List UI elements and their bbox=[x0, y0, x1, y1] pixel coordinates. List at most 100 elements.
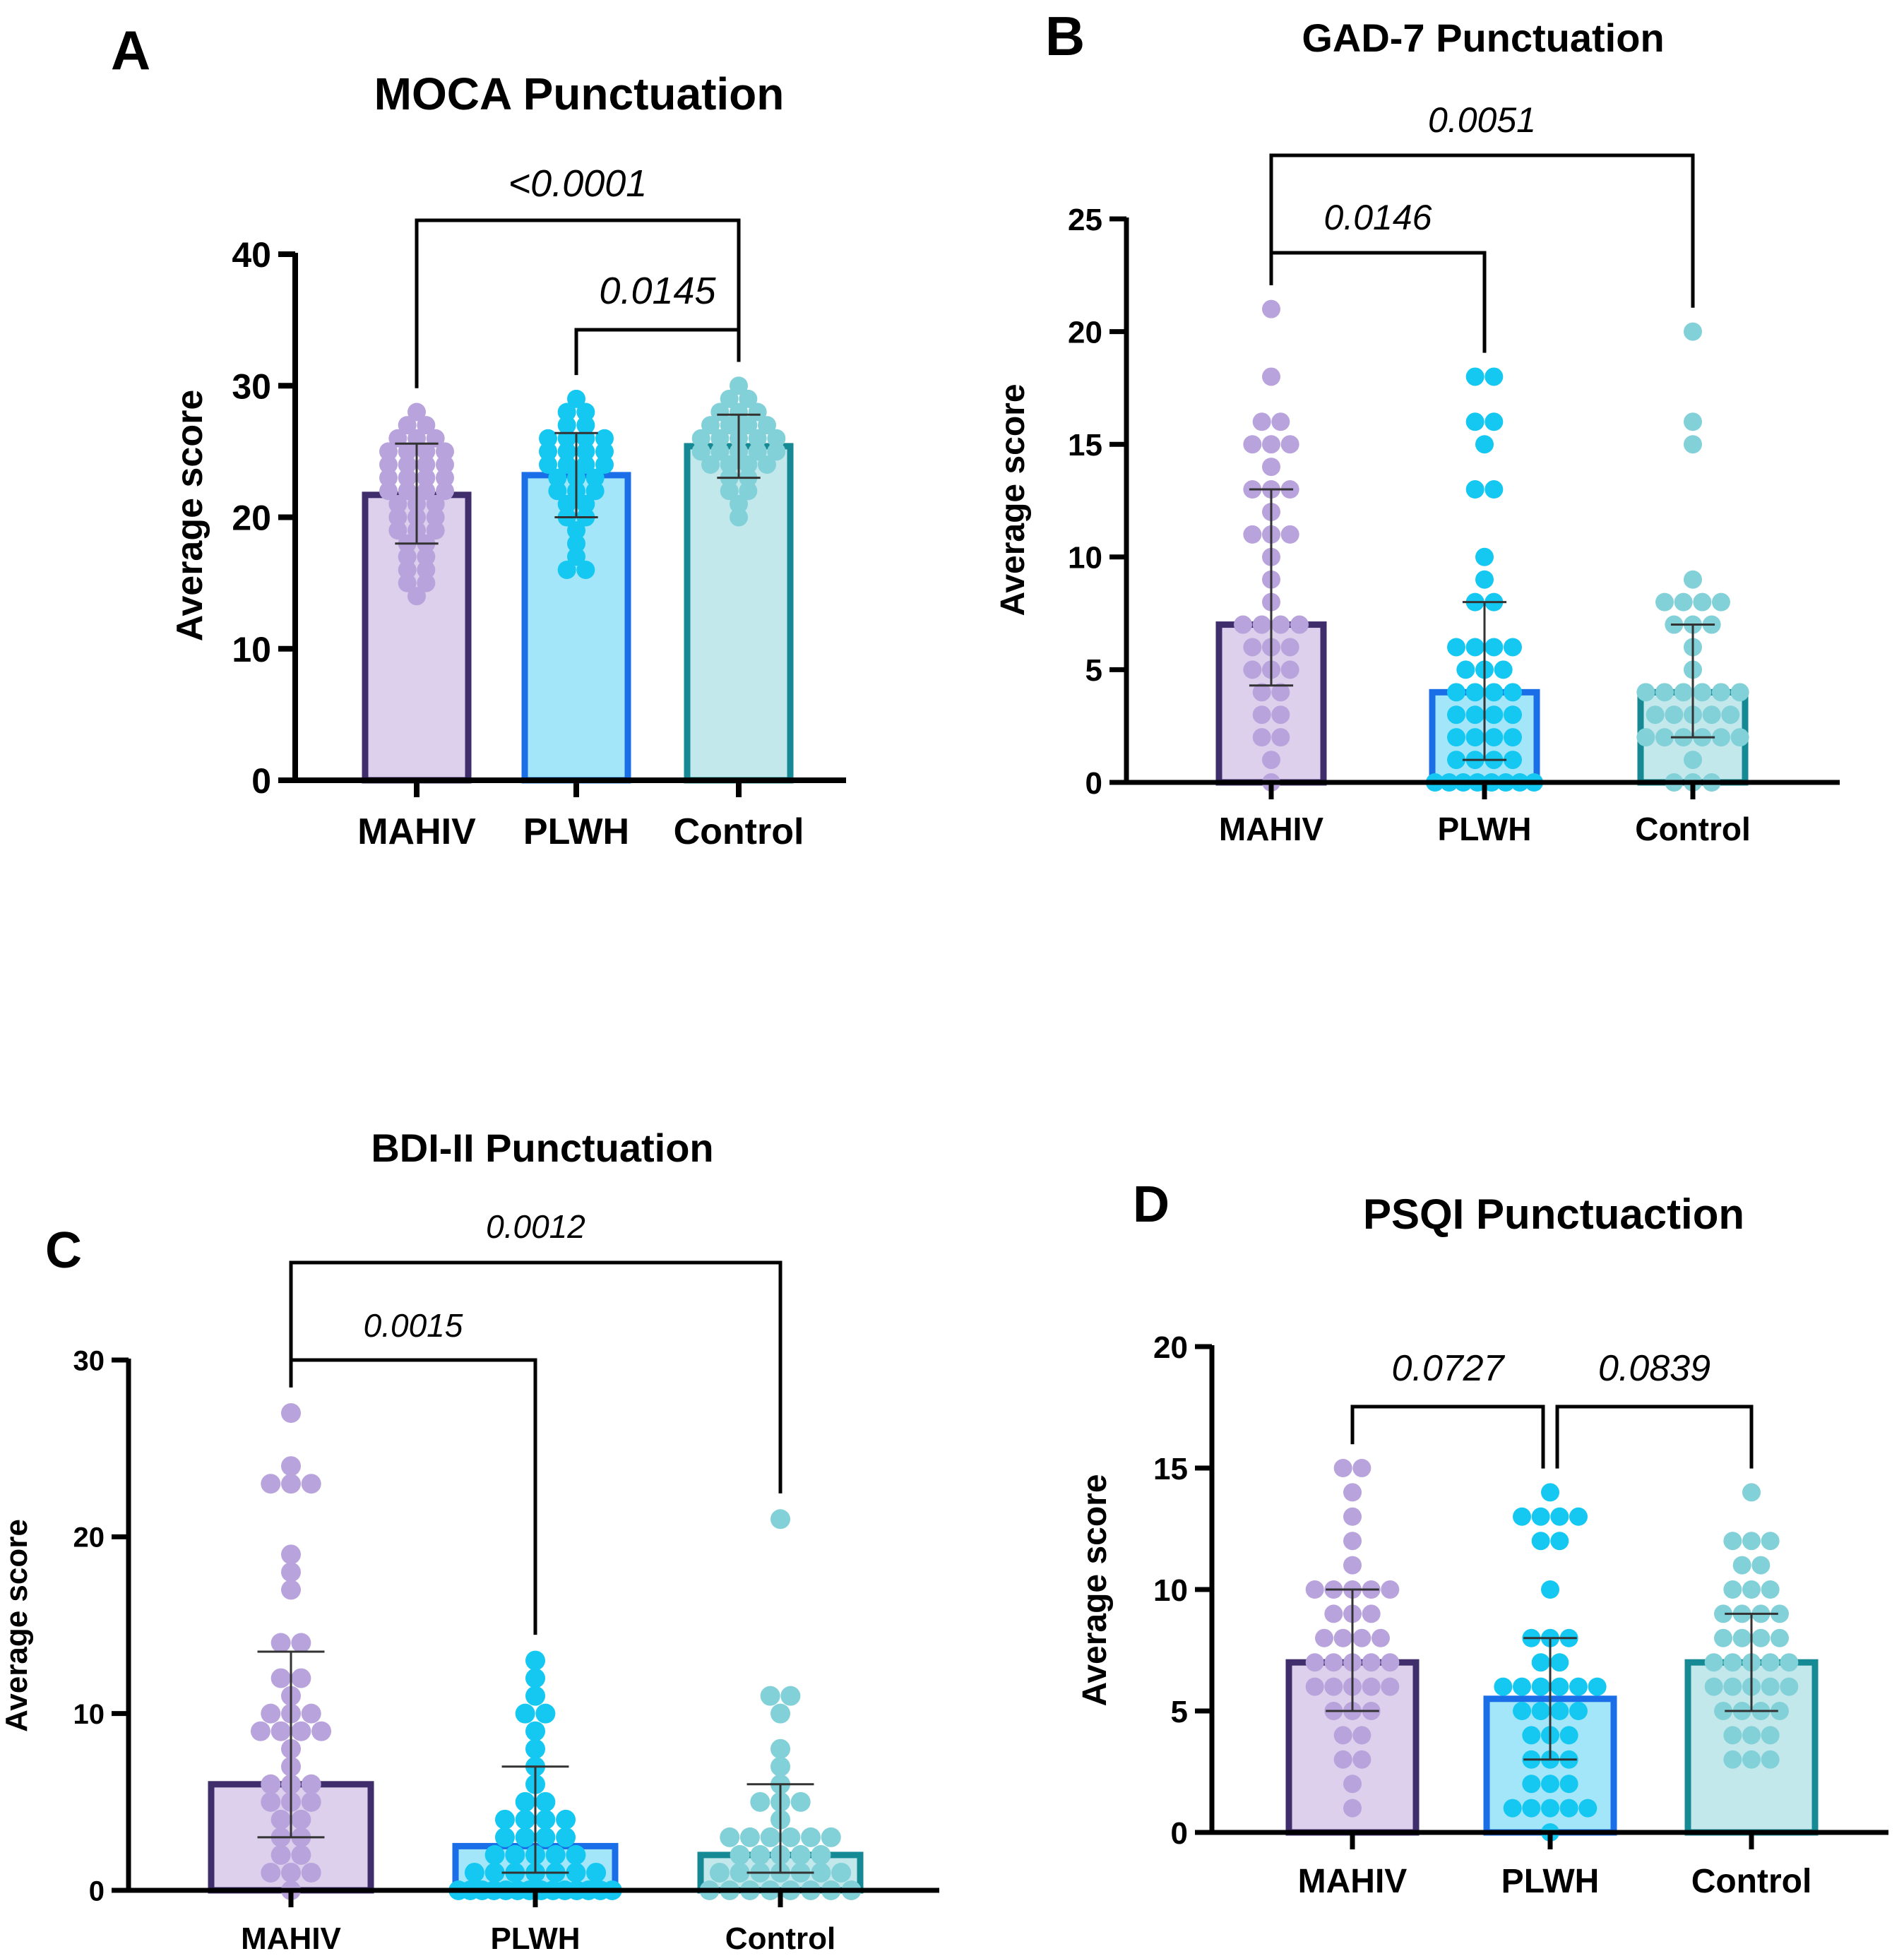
data-point-control bbox=[1761, 1532, 1780, 1551]
data-point-plwh bbox=[566, 1862, 586, 1883]
data-point-mahiv bbox=[417, 455, 436, 474]
data-point-mahiv bbox=[261, 1703, 281, 1724]
data-point-control bbox=[1711, 728, 1730, 747]
data-point-control bbox=[1646, 705, 1665, 724]
data-point-mahiv bbox=[398, 573, 417, 592]
data-point-mahiv bbox=[1371, 1628, 1390, 1647]
data-point-control bbox=[1684, 751, 1702, 770]
data-point-control bbox=[790, 1844, 811, 1865]
data-point-control bbox=[1742, 1750, 1761, 1769]
data-point-mahiv bbox=[417, 547, 436, 566]
data-point-plwh bbox=[576, 494, 595, 513]
data-point-mahiv bbox=[379, 455, 398, 474]
data-point-control bbox=[1665, 705, 1684, 724]
data-point-plwh bbox=[1465, 412, 1484, 431]
data-point-control bbox=[730, 1862, 750, 1883]
data-point-plwh bbox=[1550, 1653, 1569, 1672]
data-point-plwh bbox=[1550, 1702, 1569, 1720]
data-point-mahiv bbox=[250, 1721, 270, 1741]
data-point-control bbox=[1723, 1750, 1742, 1769]
data-point-mahiv bbox=[407, 402, 426, 422]
y-axis-label: Average score bbox=[0, 1519, 34, 1732]
data-point-plwh bbox=[1447, 638, 1466, 657]
data-point-plwh bbox=[1522, 1775, 1541, 1794]
data-point-plwh bbox=[1559, 1775, 1578, 1794]
data-point-control bbox=[1780, 1677, 1799, 1696]
data-point-mahiv bbox=[398, 482, 417, 501]
y-tick-label: 0 bbox=[251, 761, 271, 801]
data-point-plwh bbox=[556, 1827, 576, 1847]
data-point-control bbox=[1723, 1580, 1742, 1599]
data-point-mahiv bbox=[398, 561, 417, 579]
data-point-control bbox=[709, 1862, 730, 1883]
data-point-mahiv bbox=[379, 468, 398, 487]
data-point-plwh bbox=[1503, 728, 1522, 747]
data-point-plwh bbox=[567, 534, 585, 553]
data-point-control bbox=[770, 1739, 790, 1759]
data-point-control bbox=[750, 1791, 770, 1812]
data-point-plwh bbox=[494, 1827, 515, 1847]
data-point-mahiv bbox=[1381, 1677, 1400, 1696]
data-point-plwh bbox=[567, 547, 585, 566]
data-point-control bbox=[1721, 705, 1740, 724]
data-point-plwh bbox=[1531, 1532, 1550, 1551]
data-point-plwh bbox=[1465, 728, 1484, 747]
data-point-plwh bbox=[535, 1827, 556, 1847]
data-point-mahiv bbox=[1362, 1604, 1381, 1623]
data-point-mahiv bbox=[1343, 1775, 1362, 1794]
data-point-control bbox=[780, 1827, 801, 1847]
x-category-label-mahiv: MAHIV bbox=[241, 1921, 341, 1956]
data-point-control bbox=[1730, 728, 1749, 747]
p-value-label: <0.0001 bbox=[508, 162, 648, 205]
data-point-plwh bbox=[515, 1827, 535, 1847]
data-point-plwh bbox=[557, 416, 576, 435]
y-tick-label: 10 bbox=[1068, 541, 1102, 576]
data-point-plwh bbox=[557, 494, 576, 513]
data-point-control bbox=[1761, 1653, 1780, 1672]
y-tick-label: 15 bbox=[1068, 428, 1102, 463]
panel-letter-d: D bbox=[1133, 1176, 1170, 1233]
data-point-plwh bbox=[1484, 412, 1504, 431]
data-point-mahiv bbox=[1262, 435, 1280, 454]
y-tick-label: 30 bbox=[232, 366, 271, 406]
data-point-plwh bbox=[545, 1844, 566, 1865]
data-point-control bbox=[757, 416, 776, 435]
chart-title: BDI-II Punctuation bbox=[371, 1126, 713, 1170]
data-point-plwh bbox=[1541, 1580, 1559, 1599]
data-point-plwh bbox=[1569, 1702, 1588, 1720]
data-point-plwh bbox=[1484, 480, 1504, 499]
data-point-control bbox=[760, 1686, 780, 1706]
data-point-mahiv bbox=[1352, 1628, 1372, 1647]
x-category-label-control: Control bbox=[725, 1921, 835, 1956]
y-tick-label: 20 bbox=[232, 499, 271, 538]
data-point-mahiv bbox=[261, 1791, 281, 1812]
x-category-label-plwh: PLWH bbox=[1438, 811, 1532, 847]
data-point-mahiv bbox=[301, 1862, 321, 1883]
data-point-plwh bbox=[1559, 1799, 1578, 1818]
data-point-mahiv bbox=[426, 508, 445, 527]
bar-plwh bbox=[521, 472, 631, 784]
data-point-control bbox=[801, 1827, 821, 1847]
data-point-control bbox=[1636, 728, 1655, 747]
data-point-plwh bbox=[1531, 1702, 1550, 1720]
data-point-control bbox=[1761, 1580, 1780, 1599]
data-point-control bbox=[739, 482, 758, 501]
data-point-mahiv bbox=[435, 482, 454, 501]
y-tick-label: 15 bbox=[1153, 1452, 1188, 1486]
y-tick-label: 5 bbox=[1085, 653, 1102, 688]
data-point-plwh bbox=[1447, 751, 1466, 770]
chart-title: GAD-7 Punctuation bbox=[1302, 16, 1664, 60]
data-point-plwh bbox=[556, 1809, 576, 1830]
data-point-plwh bbox=[595, 455, 614, 474]
data-point-plwh bbox=[1494, 660, 1513, 679]
data-point-control bbox=[730, 494, 748, 513]
data-point-plwh bbox=[535, 1809, 556, 1830]
data-point-control bbox=[1742, 1483, 1761, 1502]
data-point-control bbox=[1770, 1702, 1789, 1720]
data-point-mahiv bbox=[1290, 615, 1309, 634]
data-point-mahiv bbox=[407, 587, 426, 606]
y-tick-label: 25 bbox=[1068, 203, 1102, 237]
panel-letter-b: B bbox=[1045, 5, 1085, 67]
data-point-mahiv bbox=[1252, 615, 1271, 634]
